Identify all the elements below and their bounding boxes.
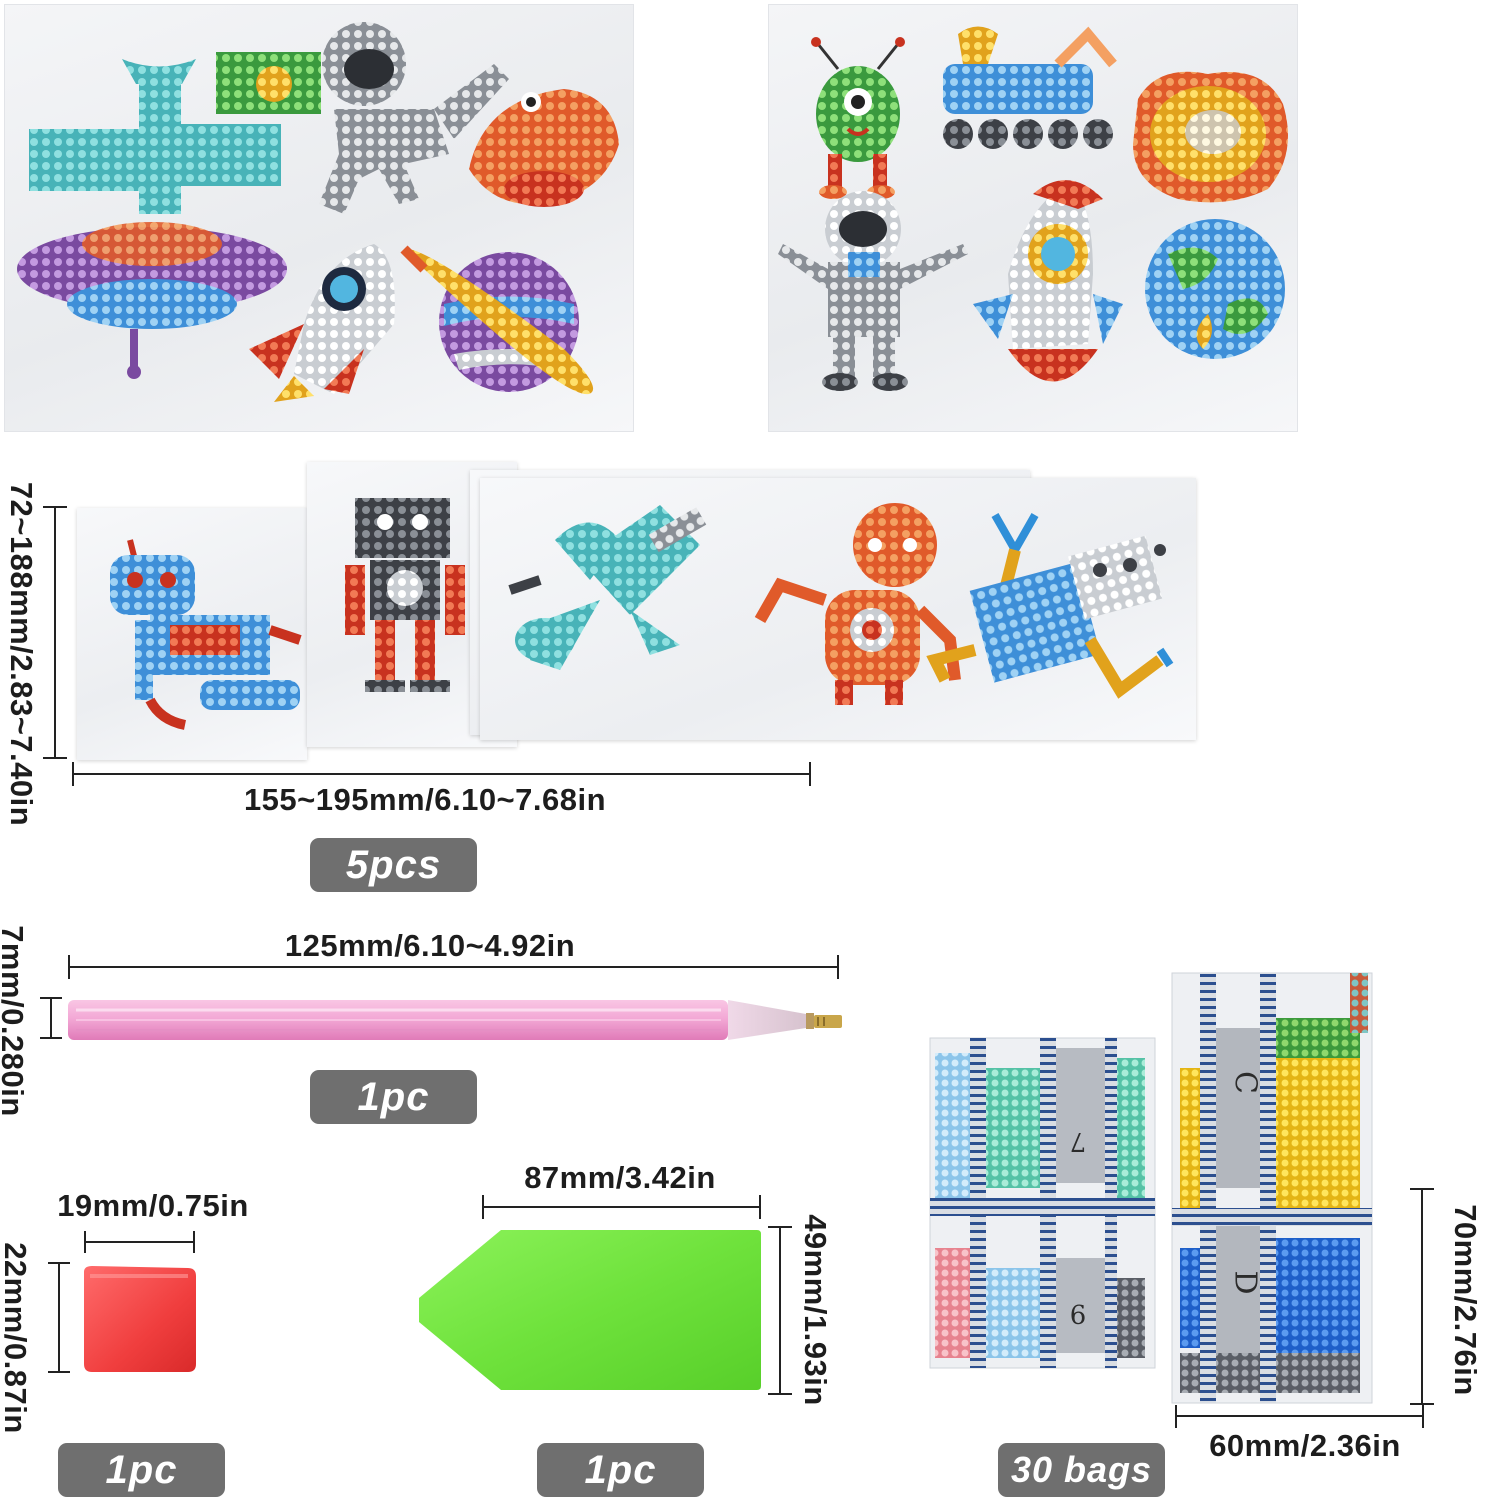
bag-height-dimension-line [1410,1188,1434,1405]
clay-width-dimension-line [84,1231,195,1253]
ruler-height-label: 49mm/1.93in [798,1214,833,1406]
bag-label-9: 9 [1069,1298,1087,1328]
bag-label-d: D [1227,1270,1263,1295]
space-sticker-sheet-2 [768,4,1298,432]
bag-height-label: 70mm/2.76in [1448,1204,1483,1396]
clay-height-dimension-line [48,1262,70,1373]
ruler-height-dimension-line [768,1226,792,1395]
sticker-height-label: 72~188mm/2.83~7.40in [4,481,39,827]
clay-height-label: 22mm/0.87in [0,1242,33,1434]
space-stickers-1-art [17,22,619,402]
bag-label-7: 7 [1069,1126,1087,1156]
green-ruler [419,1230,761,1390]
pen-length-dimension-line [68,955,839,979]
sticker-width-dimension-line [72,762,811,786]
bag-width-dimension-line [1175,1405,1424,1428]
space-sticker-sheet-1 [4,4,634,432]
bag-width-label: 60mm/2.36in [1209,1428,1401,1463]
ruler-quantity-badge: 1pc [537,1443,704,1497]
ruler-width-label: 87mm/3.42in [524,1160,716,1195]
drill-bags-art [929,972,1373,1404]
robot-stickers-art [110,498,1174,730]
bag-label-c: C [1227,1071,1263,1094]
clay-quantity-badge: 1pc [58,1443,225,1497]
bags-quantity-badge: 30 bags [998,1443,1165,1497]
sticker-width-label: 155~195mm/6.10~7.68in [243,782,607,817]
pen-diameter-dimension-line [40,997,62,1039]
pen-diameter-label: 7mm/0.280in [0,925,30,1117]
diamond-pen [68,1000,842,1040]
glue-clay [84,1266,196,1372]
ruler-width-dimension-line [482,1195,761,1219]
pen-length-label: 125mm/6.10~4.92in [284,928,576,963]
clay-width-label: 19mm/0.75in [57,1188,249,1223]
space-stickers-2-art [778,26,1288,391]
pen-quantity-badge: 1pc [310,1070,477,1124]
stickers-quantity-badge: 5pcs [310,838,477,892]
sticker-height-dimension-line [43,506,67,759]
